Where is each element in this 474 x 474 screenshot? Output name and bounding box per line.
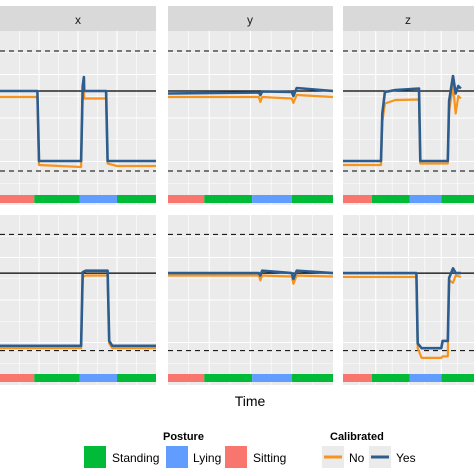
panel-x-row1-posture-sitting <box>0 195 35 203</box>
panel-z-row2-posture-lying <box>409 374 442 382</box>
panel-y-row2-posture-lying <box>252 374 292 382</box>
panel-z-row1-posture-standing <box>441 195 474 203</box>
panel-x-row1-posture-standing <box>117 195 156 203</box>
panel-y-row2-line-no <box>168 274 334 285</box>
panel-y-row1-line-yes <box>167 86 334 98</box>
strip-z <box>343 6 474 31</box>
legend-label-standing: Standing <box>112 451 159 465</box>
strip-y <box>168 6 333 31</box>
panel-z-row1-posture-lying <box>409 195 442 203</box>
panel-y-row1-posture-lying <box>252 195 292 203</box>
legend-label-yes: Yes <box>396 451 416 465</box>
legend-calibrated-title: Calibrated <box>330 431 384 443</box>
panel-z-row2-posture-standing <box>371 374 410 382</box>
legend-label-lying: Lying <box>193 451 221 465</box>
panel-y-row2-posture-standing <box>204 374 253 382</box>
panel-x-row1-line-yes <box>0 75 156 163</box>
panel-x-row2-posture-standing <box>117 374 156 382</box>
panel-z-row2-posture-sitting <box>343 374 372 382</box>
panel-z-row1-posture-sitting <box>343 195 372 203</box>
panel-x-row2-posture-lying <box>79 374 117 382</box>
panel-z-row1-posture-standing <box>371 195 410 203</box>
panel-y-row1-posture-standing <box>204 195 253 203</box>
legend-key-sitting <box>225 446 247 468</box>
panel-y-row2-posture-sitting <box>168 374 205 382</box>
panel-x-row1-posture-lying <box>79 195 117 203</box>
panel-x-row2-posture-standing <box>34 374 80 382</box>
panel-y-row2-posture-standing <box>291 374 333 382</box>
strip-label-y: y <box>247 13 253 27</box>
strip-x <box>0 6 156 31</box>
panel-x-row2-line-yes <box>0 269 156 348</box>
strip-label-z: z <box>405 13 411 27</box>
panel-z-row2-posture-standing <box>441 374 474 382</box>
strip-label-x: x <box>75 13 81 27</box>
panel-y-row1-posture-sitting <box>168 195 205 203</box>
panel-y-row1-posture-standing <box>291 195 333 203</box>
panel-x-row1-posture-standing <box>34 195 80 203</box>
legend-label-no: No <box>349 451 365 465</box>
legend-posture-title: Posture <box>163 431 204 443</box>
panels-layer <box>0 31 474 385</box>
legend-key-standing <box>84 446 106 468</box>
panel-y-row1-line-no <box>168 93 334 105</box>
panel-x-row2-posture-sitting <box>0 374 35 382</box>
legend-key-lying <box>166 446 188 468</box>
panel-z-row2-line-yes <box>343 266 461 350</box>
x-axis-title: Time <box>235 393 266 409</box>
panel-y-row2-line-yes <box>168 269 334 281</box>
panel-z-row1-line-yes <box>343 74 462 163</box>
legend-label-sitting: Sitting <box>253 451 286 465</box>
